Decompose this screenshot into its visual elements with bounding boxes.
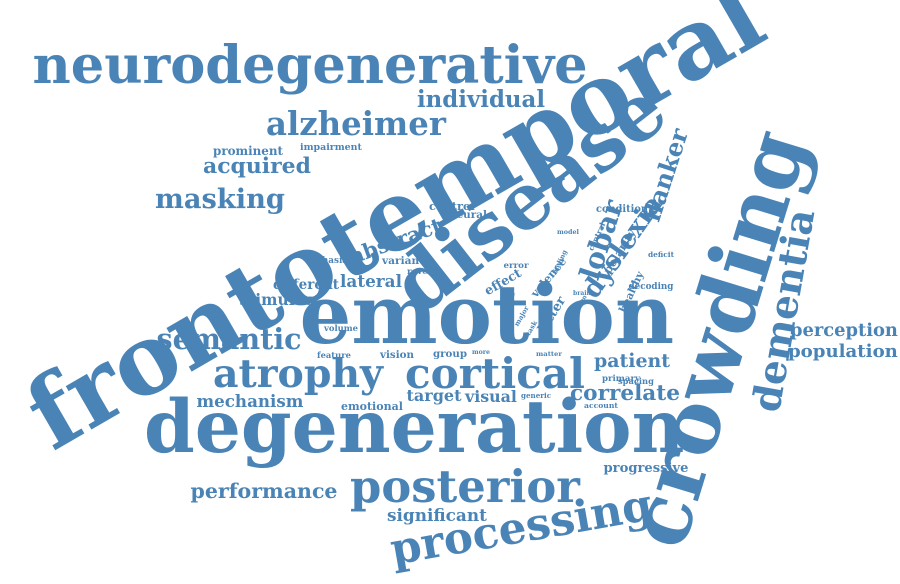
word-grey: grey [500, 292, 516, 299]
word-cortical: cortical [405, 349, 586, 398]
word-stimulus: stimulus [239, 290, 315, 309]
word-different: different [273, 277, 339, 293]
word-masking: masking [155, 182, 285, 215]
word-atrophy: atrophy [213, 350, 383, 397]
word-decoding: decoding [628, 281, 674, 292]
word-prominent: prominent [213, 144, 283, 158]
word-deficit: deficit [648, 249, 675, 259]
word-volume: volume [324, 323, 358, 333]
word-target: target [406, 386, 462, 405]
word-significant: significant [387, 504, 487, 525]
word-emotion: emotion [299, 267, 675, 363]
word-semantic: semantic [156, 321, 302, 356]
word-brain: brain [573, 290, 591, 297]
word-vision: vision [380, 349, 414, 361]
word-individual: individual [417, 86, 546, 113]
word-model: model [557, 228, 579, 236]
word-account: account [584, 401, 618, 410]
word-degeneration: degeneration [144, 384, 685, 470]
word-patient: patient [594, 349, 671, 372]
word-spacing: spacing [618, 376, 654, 386]
word-variant: variant [382, 254, 425, 267]
word-perception: perception [790, 320, 898, 341]
word-more: more [472, 349, 490, 356]
word-emotional: emotional [341, 399, 403, 413]
word-neural: neural [449, 209, 487, 221]
word-reverse: reverse [407, 266, 443, 277]
word-condition: condition [596, 204, 648, 215]
word-alzheimer: alzheimer [266, 105, 446, 143]
word-progressive: progressive [603, 460, 689, 476]
word-error: error [503, 260, 529, 271]
word-mechanism: mechanism [196, 390, 304, 411]
word-impairment: impairment [300, 141, 362, 153]
word-correlate: correlate [570, 381, 681, 406]
word-feature: feature [317, 350, 351, 360]
word-acquired: acquired [203, 153, 311, 179]
word-generic: generic [521, 390, 552, 400]
word-population: population [788, 341, 898, 362]
word-control: control [429, 198, 475, 213]
word-matter: matter [536, 349, 563, 358]
word-neurodegenerative: neurodegenerative [32, 34, 588, 96]
word-posterior: posterior [350, 459, 580, 513]
word-group: group [433, 348, 467, 360]
word-aphasia: aphasia [310, 255, 349, 266]
word-visual: visual [465, 387, 517, 406]
word-performance: performance [190, 478, 338, 503]
word-lateral: lateral [340, 270, 402, 291]
word-primary: primary [602, 373, 640, 384]
